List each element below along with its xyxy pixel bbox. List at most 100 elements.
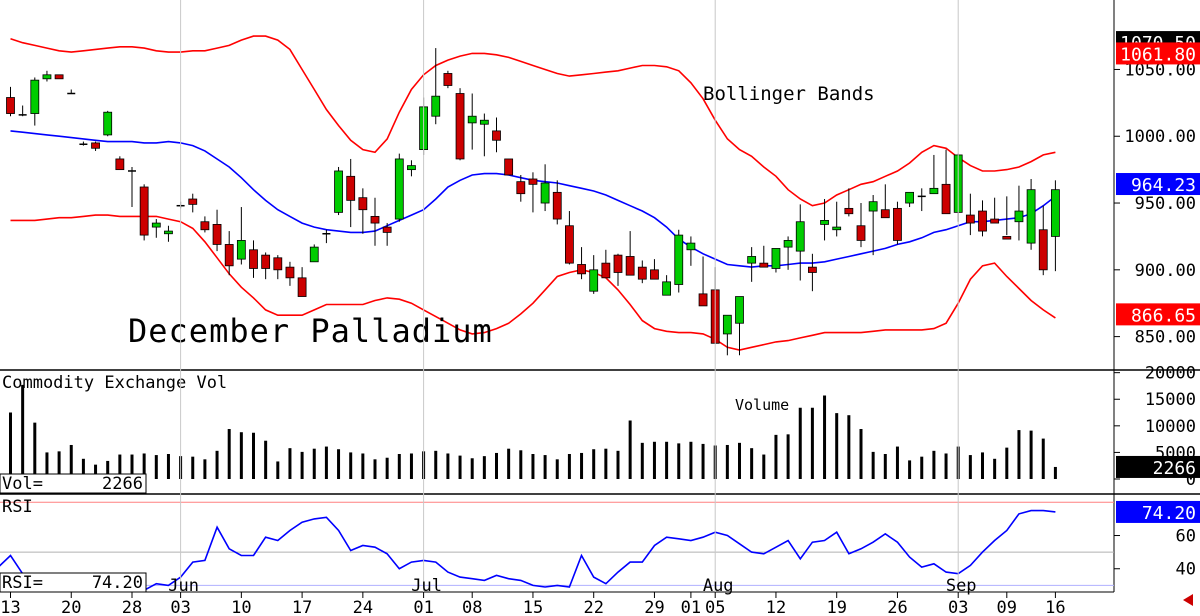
bollinger-upper-line <box>10 35 1056 207</box>
price-badge-box <box>1116 303 1200 326</box>
candle-down <box>297 277 307 297</box>
candle-up <box>1014 210 1024 223</box>
price-badge-box <box>1116 173 1200 196</box>
volume-readout-label: Vol= <box>2 474 43 494</box>
candle-up <box>783 240 793 248</box>
candle-down <box>200 221 210 231</box>
candle-up <box>407 165 416 171</box>
month-label: Aug <box>703 576 734 596</box>
candle-down <box>978 210 987 232</box>
candle-down <box>91 142 100 149</box>
price-badge-text: 1061.80 <box>1120 44 1196 65</box>
candle-up <box>795 221 805 252</box>
price-badge-text: 964.23 <box>1131 175 1196 196</box>
candle-up <box>929 187 939 195</box>
candle-up <box>1026 189 1036 244</box>
candle-up <box>394 158 404 220</box>
rsi-readout-box <box>0 572 147 593</box>
x-tick-label: 01 <box>681 598 701 616</box>
x-tick-label: 28 <box>122 598 142 616</box>
rsi-y-tick-label: 40 <box>1176 560 1196 580</box>
price-y-tick-label: 850.00 <box>1135 328 1196 348</box>
candle-up <box>771 248 781 269</box>
candle-up <box>30 79 40 114</box>
x-tick-label: 20 <box>61 598 81 616</box>
x-tick-label: 09 <box>997 598 1017 616</box>
candle-down <box>650 269 659 280</box>
price-badge-box <box>1116 42 1200 65</box>
month-label: Jul <box>411 576 442 596</box>
x-tick-label: 03 <box>948 598 968 616</box>
candle-down <box>990 218 1000 224</box>
x-tick-label: 15 <box>523 598 543 616</box>
rsi-readout-label: RSI= <box>2 573 43 593</box>
month-label: Sep <box>946 576 977 596</box>
candle-up <box>905 191 914 204</box>
candle-up <box>467 115 477 124</box>
x-tick-label: 22 <box>583 598 603 616</box>
candle-down <box>613 254 623 273</box>
candle-down <box>492 130 501 141</box>
x-axis: 13 20 28 03 10 17 24 01 08 15 22 29 01 05 12 19 26 03 09 16… <box>0 0 1066 616</box>
candle-down <box>273 257 283 271</box>
volume-badge-text: 2266 <box>1153 458 1196 479</box>
month-label: Jun <box>168 576 199 596</box>
candle-up <box>236 240 246 260</box>
candle-down <box>637 266 647 280</box>
candle-down <box>880 209 890 219</box>
volume-badge-box <box>1116 455 1200 478</box>
candle-up <box>164 230 173 235</box>
candle-down <box>224 244 234 267</box>
volume-y-tick-label: 10000 <box>1145 417 1196 437</box>
candle-down <box>261 254 271 269</box>
candle-down <box>249 249 258 269</box>
x-tick-label: 10 <box>231 598 251 616</box>
candle-down <box>808 266 817 273</box>
candle-up <box>674 234 684 285</box>
x-tick-label: 16 <box>1045 598 1065 616</box>
volume-annotation: Volume <box>735 396 789 414</box>
price-y-tick-label: 1000.00 <box>1124 127 1196 147</box>
panel-frames <box>0 0 1200 593</box>
x-tick-label: 13 <box>0 598 20 616</box>
candle-up <box>151 222 161 228</box>
candle-up <box>334 170 343 213</box>
candle-down <box>139 186 149 236</box>
candle-down <box>601 262 611 279</box>
candle-down <box>856 225 866 241</box>
candle-down <box>552 191 562 220</box>
price-y-tick-label: 1050.00 <box>1124 60 1196 80</box>
candle-down <box>965 214 975 224</box>
candle-down <box>455 93 465 160</box>
candle-down <box>565 225 574 264</box>
volume-panel-label: Commodity Exchange Vol <box>2 373 227 393</box>
price-title: December Palladium <box>128 312 493 350</box>
scroll-right-arrow-icon[interactable] <box>1183 594 1193 606</box>
rsi-readout-value: 74.20 <box>92 573 143 593</box>
bollinger-lower-line <box>10 214 1056 351</box>
candle-down <box>625 256 635 276</box>
candle-down <box>504 158 514 176</box>
x-tick-label: 19 <box>826 598 846 616</box>
x-tick-label: 12 <box>766 598 786 616</box>
candle-down <box>844 207 854 215</box>
candle-down <box>54 74 64 80</box>
candle-down <box>370 215 380 224</box>
candle-up <box>686 242 696 251</box>
price-badge-text: 866.65 <box>1131 305 1196 326</box>
candle-up <box>820 219 829 225</box>
candle-down <box>941 183 951 215</box>
candle-down <box>346 175 356 201</box>
candle-up <box>735 296 744 324</box>
candle-up <box>431 95 441 117</box>
candle-down <box>528 178 538 185</box>
x-tick-label: 17 <box>292 598 312 616</box>
volume-readout-box <box>0 473 147 494</box>
candle-up <box>832 226 842 231</box>
candle-up <box>540 182 550 204</box>
candle-up <box>1051 189 1060 237</box>
candle-down <box>6 97 15 114</box>
candle-up <box>589 269 599 292</box>
price-y-tick-label: 900.00 <box>1135 261 1196 281</box>
